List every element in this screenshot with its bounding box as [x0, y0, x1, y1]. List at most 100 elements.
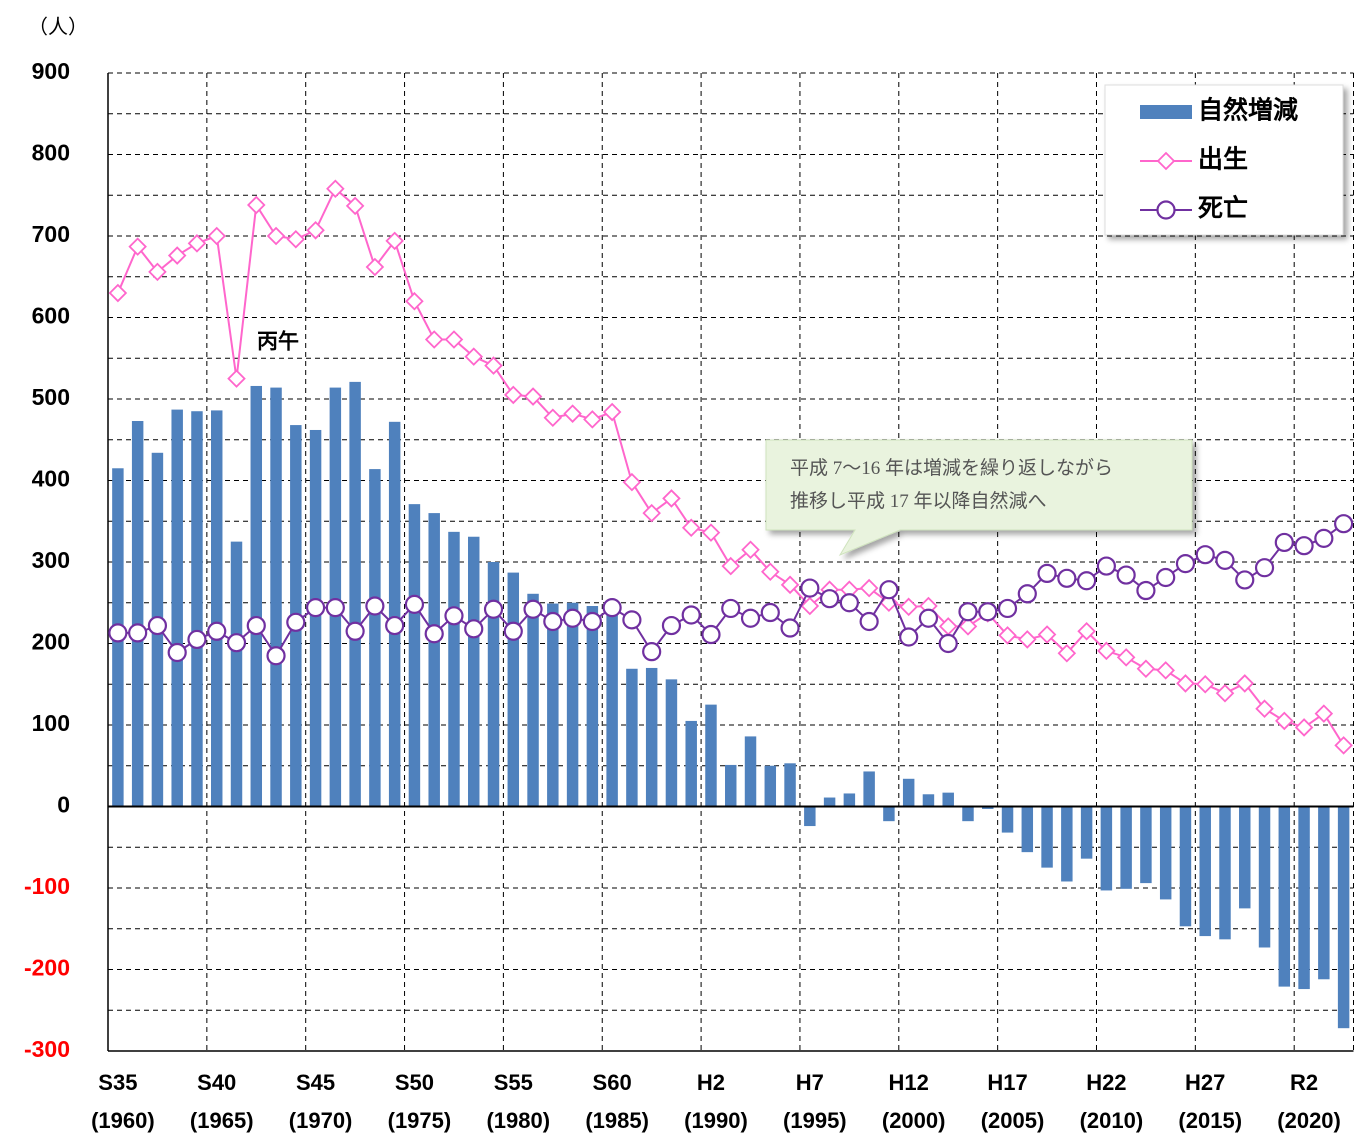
point — [385, 615, 405, 636]
legend-swatch — [1156, 151, 1176, 171]
point — [1314, 704, 1334, 723]
point — [305, 598, 326, 618]
point — [227, 369, 246, 388]
point — [523, 387, 543, 406]
y-tick-label: 100 — [32, 710, 70, 736]
point — [899, 597, 918, 617]
point — [1037, 563, 1057, 584]
point — [1077, 622, 1096, 641]
point — [266, 226, 286, 246]
bar — [388, 421, 401, 807]
bar — [428, 513, 440, 807]
point — [108, 283, 128, 303]
bar — [349, 381, 361, 807]
point — [681, 518, 701, 538]
bar — [843, 793, 856, 807]
bar — [606, 611, 618, 807]
point — [484, 356, 503, 375]
point — [582, 611, 602, 632]
point — [128, 623, 148, 643]
bar — [902, 778, 915, 807]
bar — [1080, 806, 1093, 859]
point — [978, 602, 998, 622]
y-tick-label: 0 — [57, 792, 70, 818]
x-tick-label: S45 (1970) — [289, 1070, 353, 1133]
point — [187, 629, 207, 650]
y-tick-label: 500 — [32, 384, 70, 410]
point — [108, 623, 128, 643]
point — [1274, 532, 1294, 553]
point — [1314, 528, 1334, 548]
bar — [1179, 806, 1192, 927]
point — [1275, 711, 1294, 731]
bar — [1258, 806, 1271, 948]
point — [681, 605, 701, 625]
point — [147, 615, 168, 636]
bar — [527, 593, 539, 807]
x-tick-label: H17 (2005) — [981, 1070, 1045, 1133]
point — [404, 594, 425, 614]
bar — [250, 385, 263, 807]
point — [424, 330, 444, 349]
callout-text: 平成 7～16 年は増減を繰り返しながら推移し平成 17 年以降自然減へ — [790, 457, 1113, 512]
point — [1057, 644, 1077, 663]
point — [998, 626, 1017, 645]
y-tick-label: -300 — [24, 1036, 70, 1062]
bar — [744, 736, 757, 807]
point — [464, 347, 484, 366]
bar — [1239, 806, 1251, 909]
point — [1037, 625, 1057, 644]
bar — [705, 704, 717, 807]
point — [622, 610, 642, 630]
point — [859, 611, 879, 632]
bar — [468, 536, 480, 807]
point — [583, 410, 602, 429]
point — [543, 408, 563, 428]
x-tick-label: S35 (1960) — [91, 1070, 155, 1133]
y-tick-label: 200 — [32, 629, 70, 655]
bar — [764, 765, 777, 807]
point — [444, 606, 464, 626]
point — [1175, 554, 1196, 574]
y-tick-label: -200 — [24, 955, 70, 981]
bar — [1061, 806, 1073, 882]
bar — [408, 504, 421, 807]
point — [839, 593, 859, 613]
bar — [566, 602, 579, 807]
bar — [1219, 806, 1231, 940]
bar — [685, 720, 697, 807]
bar — [329, 387, 342, 807]
x-tick-label: H7 (1995) — [783, 1070, 847, 1133]
legend-label: 死亡 — [1198, 194, 1248, 223]
bar — [1318, 806, 1330, 980]
bar — [784, 763, 796, 807]
legend-label: 自然増減 — [1198, 96, 1298, 125]
bar — [507, 572, 520, 807]
bar — [448, 531, 460, 807]
point — [760, 602, 780, 623]
point — [1096, 556, 1116, 576]
point — [167, 642, 187, 663]
bar — [191, 411, 203, 807]
line — [117, 522, 1345, 658]
point — [622, 472, 642, 492]
bar — [665, 679, 678, 807]
point — [345, 621, 365, 641]
point — [405, 291, 424, 311]
x-tick-label: H27 (2015) — [1178, 1070, 1242, 1133]
callout-box — [765, 439, 1193, 557]
point — [1254, 558, 1275, 578]
x-tick-label: S40 (1965) — [190, 1070, 254, 1133]
annotation: 丙午 — [257, 330, 299, 354]
x-tick-label: R2 (2020) — [1277, 1070, 1341, 1133]
bar — [586, 606, 599, 807]
x-tick-label: H12 (2000) — [882, 1070, 946, 1133]
point — [365, 596, 385, 616]
point — [504, 385, 523, 405]
point — [1097, 641, 1116, 661]
point — [1018, 630, 1037, 649]
point — [1235, 570, 1255, 590]
bar — [1278, 806, 1291, 987]
point — [1116, 648, 1136, 667]
point — [721, 556, 741, 576]
